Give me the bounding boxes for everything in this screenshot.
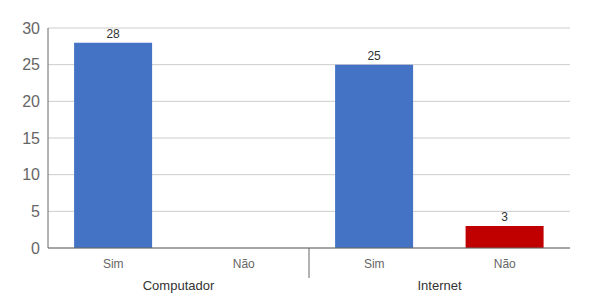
svg-text:0: 0 xyxy=(31,240,40,257)
svg-text:3: 3 xyxy=(501,210,508,224)
svg-text:Não: Não xyxy=(233,257,255,271)
svg-text:20: 20 xyxy=(22,93,40,110)
svg-text:Sim: Sim xyxy=(103,257,124,271)
svg-text:Não: Não xyxy=(494,257,516,271)
svg-text:25: 25 xyxy=(22,56,40,73)
svg-text:Internet: Internet xyxy=(417,278,461,293)
svg-text:10: 10 xyxy=(22,166,40,183)
svg-text:28: 28 xyxy=(106,27,120,41)
svg-text:15: 15 xyxy=(22,130,40,147)
svg-text:Sim: Sim xyxy=(364,257,385,271)
svg-text:5: 5 xyxy=(31,203,40,220)
svg-text:Computador: Computador xyxy=(143,278,215,293)
svg-text:30: 30 xyxy=(22,20,40,37)
svg-text:25: 25 xyxy=(367,49,381,63)
